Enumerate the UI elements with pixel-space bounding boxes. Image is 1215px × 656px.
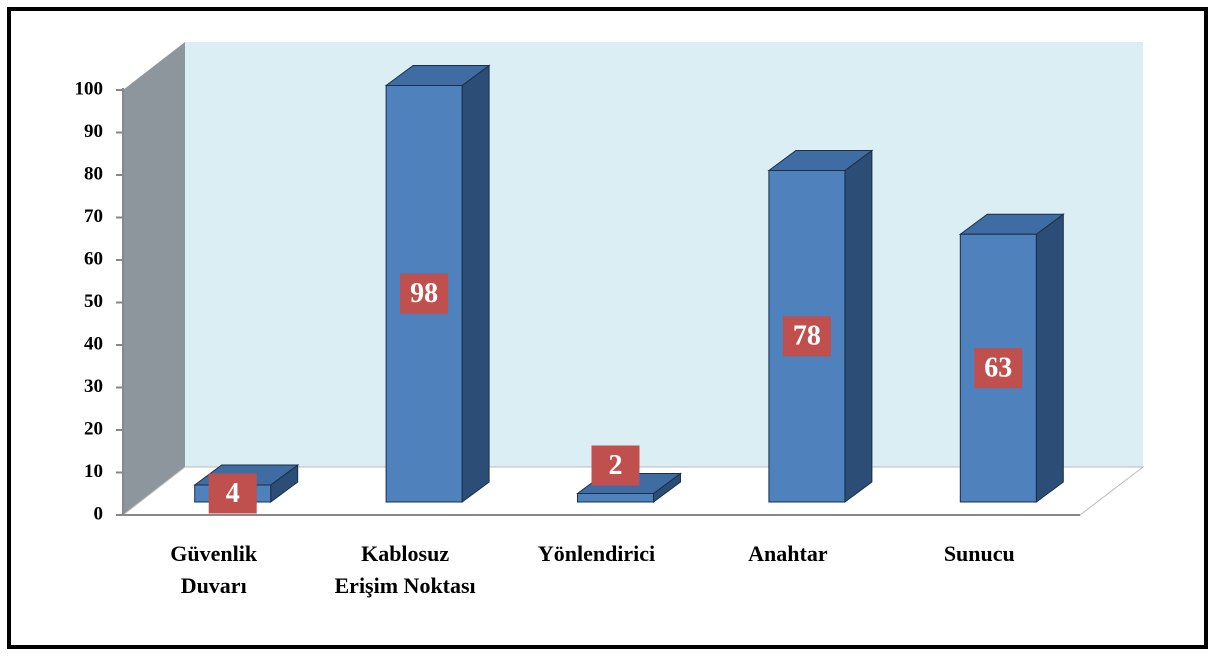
value-label: 2 [609,450,623,481]
y-tick-label: 10 [84,461,103,482]
bar-side [844,149,873,503]
value-label: 4 [226,478,240,509]
value-label-bg [974,348,1023,389]
y-tick-label: 0 [94,503,104,524]
y-tick-label: 80 [84,163,103,184]
x-tick-label: Sunucu [943,541,1015,566]
x-tick-label: Yönlendirici [537,541,656,566]
y-tick-label: 20 [84,418,103,439]
x-tick-label: Kablosuz Erişim Noktası [334,541,476,598]
value-label-bg [591,445,640,486]
y-tick-label: 40 [84,333,103,354]
y-tick-label: 90 [84,121,103,142]
y-tick-label: 70 [84,206,103,227]
x-tick-label: Anahtar [748,541,828,566]
x-tick-label: Güvenlik Duvarı [170,541,258,598]
side-wall [123,42,185,515]
y-tick-label: 60 [84,248,103,269]
value-label: 78 [793,321,821,352]
bar-front [577,493,654,503]
bar [384,64,491,503]
value-label: 63 [984,353,1012,384]
value-label-bg [208,473,257,514]
value-label: 98 [410,278,438,309]
bar-side [461,64,490,503]
y-tick-label: 30 [84,376,103,397]
bar-side [1035,213,1064,503]
y-tick-label: 50 [84,291,103,312]
value-label-bg [400,273,449,314]
y-tick-label: 100 [75,78,104,99]
value-label-bg [782,316,831,357]
